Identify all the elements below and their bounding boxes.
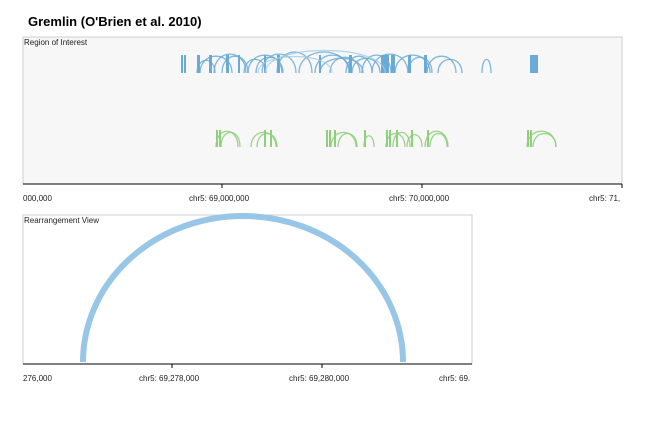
rearrangement-tick-label: chr5: 69,280,000: [289, 374, 350, 383]
arc-mark[interactable]: [221, 55, 249, 74]
roi-tick-label: chr5: 69,000,000: [189, 194, 250, 203]
rearrangement-panel[interactable]: [22, 214, 473, 365]
breakpoint-mark[interactable]: [226, 55, 229, 73]
breakpoint-mark[interactable]: [181, 55, 183, 73]
arc-mark[interactable]: [424, 130, 449, 148]
arc-mark[interactable]: [406, 133, 423, 148]
arc-mark[interactable]: [481, 58, 492, 74]
arc-mark[interactable]: [247, 54, 283, 74]
rearrangement-panel-label: Rearrangement View: [24, 216, 100, 225]
roi-tick-label: chr5: 70,000,000: [389, 194, 450, 203]
breakpoint-mark[interactable]: [427, 130, 429, 147]
breakpoint-mark[interactable]: [530, 130, 532, 147]
arc-mark[interactable]: [337, 132, 358, 148]
arc-mark[interactable]: [532, 132, 557, 148]
breakpoint-mark[interactable]: [326, 130, 328, 147]
roi-tick-label: 000,000: [23, 194, 52, 203]
breakpoint-mark[interactable]: [209, 55, 212, 73]
breakpoint-mark[interactable]: [349, 55, 352, 73]
breakpoint-mark[interactable]: [530, 55, 538, 73]
roi-panel-label: Region of Interest: [24, 38, 88, 47]
arc-mark[interactable]: [330, 131, 357, 148]
breakpoint-mark[interactable]: [396, 130, 398, 147]
roi-panel[interactable]: [22, 36, 623, 185]
arc-mark[interactable]: [392, 131, 411, 148]
breakpoint-mark[interactable]: [270, 130, 272, 147]
rearrangement-tick-label: chr5: 69.: [439, 374, 471, 383]
arc-mark[interactable]: [385, 132, 406, 148]
roi-tick-label: chr5: 71,: [589, 194, 621, 203]
arc-mark[interactable]: [257, 56, 333, 74]
arc-mark[interactable]: [407, 56, 433, 74]
rearrangement-tick-label: chr5: 69,278,000: [139, 374, 200, 383]
arc-mark[interactable]: [361, 54, 392, 74]
arc-mark[interactable]: [215, 130, 239, 148]
arc-mark[interactable]: [261, 53, 297, 74]
roi-green-arc-track[interactable]: [215, 130, 557, 148]
breakpoint-mark[interactable]: [391, 55, 395, 73]
breakpoint-mark[interactable]: [386, 55, 389, 73]
page-title: Gremlin (O'Brien et al. 2010): [28, 14, 202, 29]
arc-mark[interactable]: [250, 131, 277, 148]
breakpoint-mark[interactable]: [197, 55, 200, 73]
arc-mark[interactable]: [314, 54, 351, 74]
rearrangement-tick-label: 276,000: [23, 374, 52, 383]
roi-blue-arc-track[interactable]: [181, 49, 538, 74]
breakpoint-mark[interactable]: [264, 130, 266, 147]
arc-mark[interactable]: [199, 55, 233, 74]
arc-mark[interactable]: [319, 57, 364, 74]
breakpoint-mark[interactable]: [264, 55, 266, 73]
arc-mark[interactable]: [220, 131, 241, 148]
breakpoint-mark[interactable]: [386, 130, 388, 147]
breakpoint-mark[interactable]: [411, 130, 413, 147]
breakpoint-mark[interactable]: [334, 130, 336, 147]
arc-mark[interactable]: [426, 55, 457, 74]
breakpoint-mark[interactable]: [383, 55, 386, 73]
breakpoint-mark[interactable]: [184, 55, 186, 73]
arc-mark[interactable]: [371, 53, 409, 74]
arc-mark[interactable]: [363, 135, 375, 148]
breakpoint-mark[interactable]: [389, 130, 391, 147]
breakpoint-mark[interactable]: [381, 55, 384, 73]
breakpoint-mark[interactable]: [319, 55, 321, 73]
arc-mark[interactable]: [394, 54, 431, 74]
arc-mark[interactable]: [276, 51, 313, 74]
arc-mark[interactable]: [429, 132, 448, 148]
arc-mark[interactable]: [351, 57, 381, 74]
breakpoint-mark[interactable]: [238, 55, 240, 73]
breakpoint-mark[interactable]: [527, 130, 529, 147]
breakpoint-mark[interactable]: [329, 130, 331, 147]
rearrangement-arc[interactable]: [80, 213, 406, 363]
arc-mark[interactable]: [264, 49, 386, 74]
arc-mark[interactable]: [437, 58, 463, 74]
arc-mark[interactable]: [345, 55, 373, 74]
breakpoint-mark[interactable]: [424, 55, 427, 73]
arc-mark[interactable]: [256, 132, 278, 148]
breakpoint-mark[interactable]: [219, 130, 221, 147]
